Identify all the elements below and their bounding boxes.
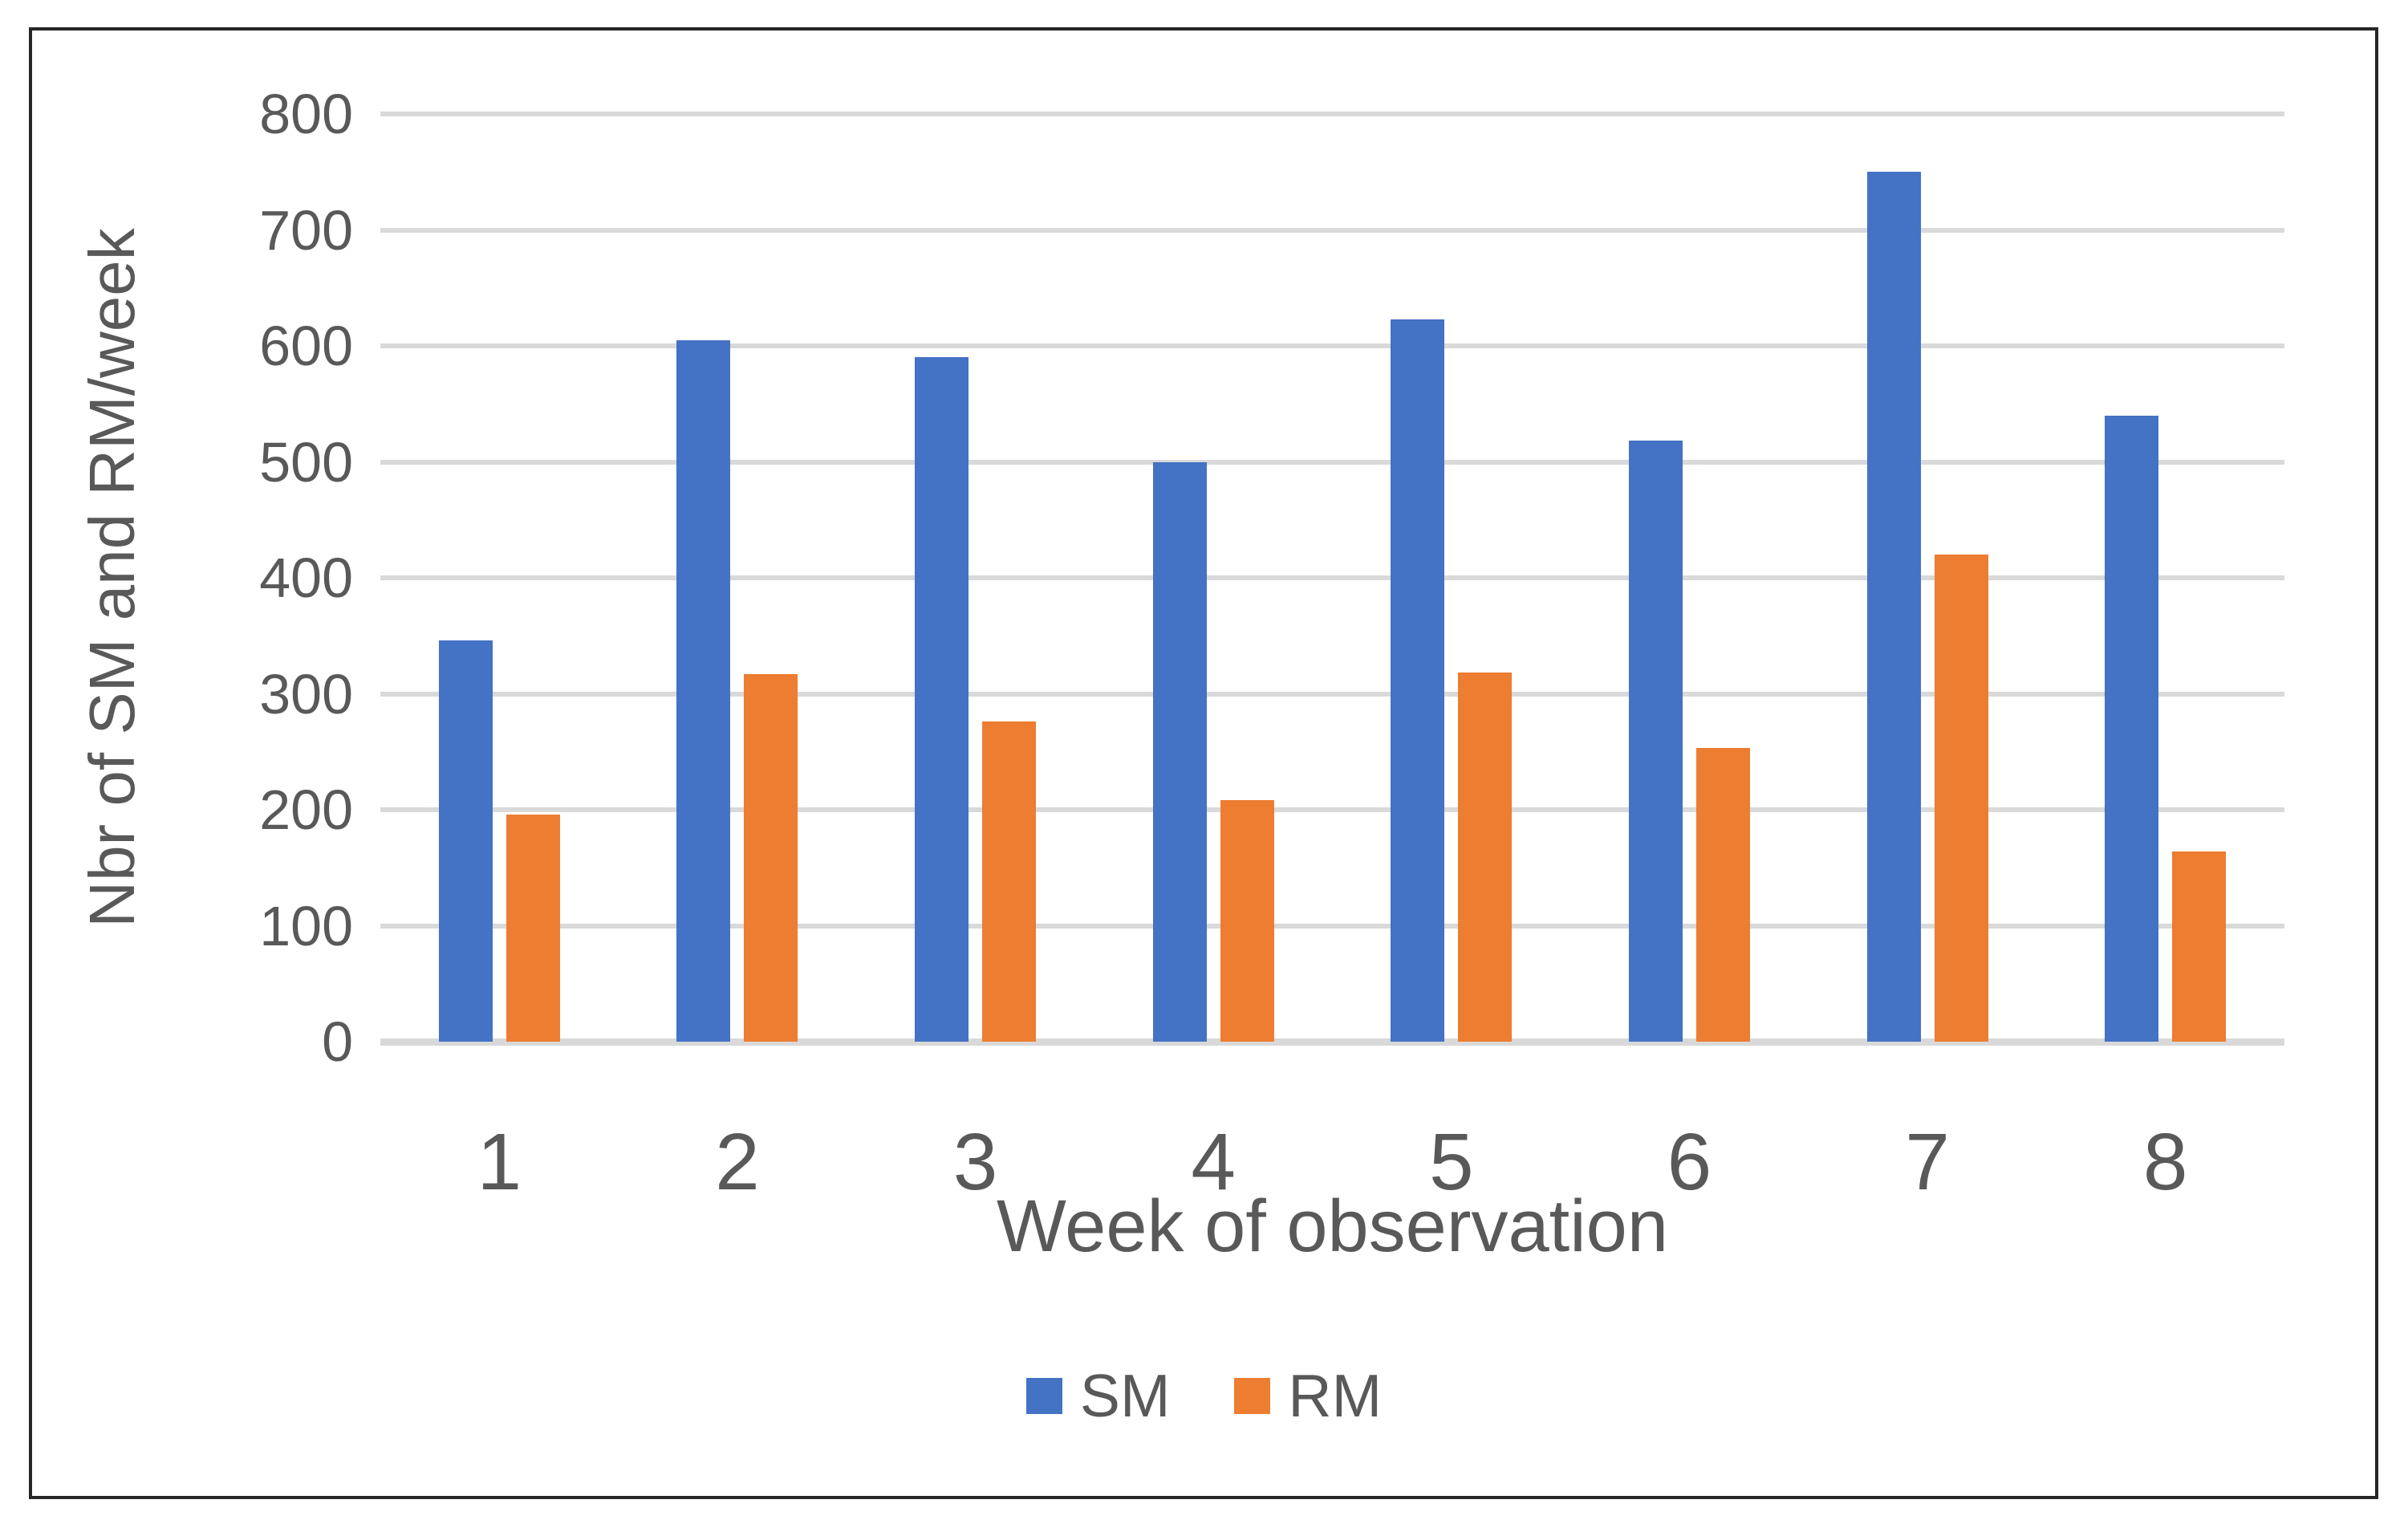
bar-rm-week-3 (982, 721, 1037, 1042)
y-tick-label-300: 300 (259, 662, 353, 725)
gridline-500 (380, 459, 2284, 465)
x-tick-label-5: 5 (1429, 1117, 1474, 1207)
bar-rm-week-6 (1695, 748, 1750, 1042)
legend-item-sm: SM (1025, 1362, 1171, 1429)
bar-rm-week-2 (744, 673, 798, 1042)
bar-sm-week-6 (1628, 441, 1683, 1042)
y-tick-label-100: 100 (259, 894, 353, 957)
y-tick-label-400: 400 (259, 547, 353, 609)
gridline-200 (380, 807, 2284, 812)
x-tick-label-4: 4 (1191, 1117, 1236, 1207)
bar-sm-week-4 (1152, 461, 1207, 1042)
y-tick-label-800: 800 (259, 83, 353, 145)
y-tick-label-600: 600 (259, 315, 353, 377)
bar-sm-week-3 (915, 357, 969, 1042)
gridline-100 (380, 923, 2284, 929)
bar-rm-week-8 (2172, 851, 2227, 1042)
x-tick-label-3: 3 (952, 1117, 998, 1207)
y-tick-label-700: 700 (259, 198, 353, 262)
plot-area (380, 112, 2284, 1046)
y-tick-label-0: 0 (322, 1010, 353, 1073)
legend-swatch-sm (1025, 1377, 1062, 1414)
bar-rm-week-4 (1220, 800, 1274, 1042)
gridline-600 (380, 343, 2284, 348)
y-tick-label-500: 500 (259, 430, 353, 494)
bar-sm-week-1 (438, 640, 493, 1042)
gridline-800 (380, 112, 2284, 116)
bar-sm-week-2 (676, 339, 731, 1042)
bar-rm-week-5 (1458, 673, 1513, 1042)
chart-legend: SM RM (0, 1364, 2408, 1427)
x-axis-title: Week of observation (997, 1185, 1668, 1267)
x-tick-label-8: 8 (2142, 1117, 2188, 1207)
gridline-300 (380, 691, 2284, 697)
legend-label-sm: SM (1079, 1362, 1171, 1429)
bar-sm-week-7 (1866, 172, 1921, 1042)
y-tick-label-200: 200 (259, 778, 353, 841)
bar-sm-week-8 (2105, 415, 2159, 1042)
bar-rm-week-1 (506, 814, 560, 1042)
x-tick-label-7: 7 (1905, 1117, 1950, 1207)
x-tick-label-1: 1 (477, 1117, 522, 1207)
bar-sm-week-5 (1391, 319, 1445, 1042)
x-axis-line (380, 1038, 2284, 1046)
legend-label-rm: RM (1288, 1362, 1383, 1429)
x-tick-label-6: 6 (1667, 1117, 1712, 1207)
legend-swatch-rm (1234, 1377, 1271, 1414)
y-axis-tick-labels: 0 100 200 300 400 500 600 700 800 (0, 86, 353, 1070)
legend-item-rm: RM (1234, 1364, 1382, 1427)
x-tick-label-2: 2 (715, 1117, 760, 1207)
gridline-400 (380, 575, 2284, 580)
gridline-700 (380, 227, 2284, 233)
bar-rm-week-7 (1934, 555, 1988, 1042)
